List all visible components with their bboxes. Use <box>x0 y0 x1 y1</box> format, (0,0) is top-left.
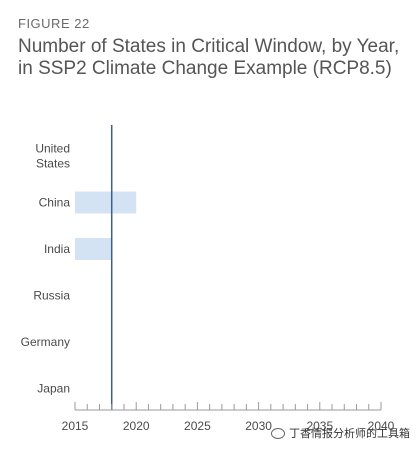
x-tick-label: 2030 <box>245 419 272 433</box>
category-label: United States <box>35 142 70 171</box>
category-label: Russia <box>33 289 70 303</box>
x-tick-label: 2040 <box>368 419 395 433</box>
x-tick-label: 2020 <box>123 419 150 433</box>
watermark: 丁香情报分析师的工具箱 <box>271 425 410 441</box>
x-tick-label: 2035 <box>306 419 333 433</box>
category-label: China <box>39 196 71 210</box>
x-axis: 2015 2020 2025 2030 2035 2040 <box>62 402 395 433</box>
chart-title: Number of States in Critical Window, by … <box>18 36 400 79</box>
watermark-text: 丁香情报分析师的工具箱 <box>289 428 410 440</box>
category-label-line: Russia <box>33 289 70 303</box>
category-label-line: Japan <box>37 382 70 396</box>
category-label: India <box>44 242 70 256</box>
category-labels: United States China India Russia Germany Japan <box>21 142 71 396</box>
bar-china <box>75 191 137 214</box>
category-label-line: Germany <box>21 335 70 349</box>
category-label-line: United <box>35 142 70 156</box>
category-label: Germany <box>21 335 70 349</box>
category-label-line: India <box>44 242 70 256</box>
chat-bubble-icon <box>271 427 285 439</box>
category-label-line: China <box>39 196 71 210</box>
category-label-line: States <box>36 157 70 171</box>
category-label: Japan <box>37 382 70 396</box>
x-tick-label: 2015 <box>62 419 89 433</box>
bar-india <box>75 238 112 260</box>
figure-label: FIGURE 22 <box>18 16 90 31</box>
bars-layer <box>75 191 137 260</box>
x-tick-label: 2025 <box>184 419 211 433</box>
